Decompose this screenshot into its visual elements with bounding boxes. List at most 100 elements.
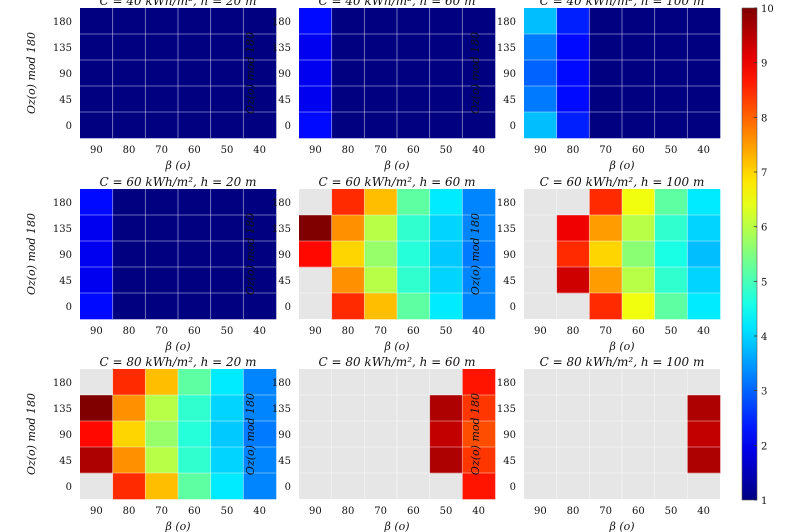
y-tick-label: 135 bbox=[53, 224, 72, 235]
panel-title: C = 60 kWh/m², h = 100 m bbox=[540, 175, 705, 189]
heatmap-cell bbox=[178, 34, 211, 61]
heatmap-cell bbox=[112, 293, 146, 320]
heatmap-cell bbox=[687, 447, 721, 474]
heatmap-cell bbox=[397, 241, 430, 268]
y-tick-label: 90 bbox=[59, 69, 72, 80]
heatmap-panel: C = 40 kWh/m², h = 20 m 90 80 70 60 50 40 180 13… bbox=[25, 0, 277, 172]
heatmap-cell bbox=[331, 86, 365, 113]
y-axis-label: Oz(o) mod 180 bbox=[244, 32, 257, 114]
heatmap-cell bbox=[429, 241, 463, 268]
x-tick-label: 80 bbox=[342, 145, 355, 156]
heatmap-cell bbox=[210, 473, 244, 500]
heatmap-cell bbox=[178, 215, 211, 242]
y-tick-label: 90 bbox=[503, 430, 516, 441]
x-tick-label: 70 bbox=[155, 326, 168, 337]
y-tick-label: 0 bbox=[510, 482, 516, 493]
x-tick-label: 70 bbox=[599, 506, 612, 517]
heatmap-cell bbox=[210, 60, 244, 87]
x-axis-label: β (o) bbox=[608, 340, 634, 353]
heatmap-cell bbox=[80, 395, 113, 422]
heatmap-cell bbox=[80, 189, 113, 216]
colorbar-tick-label: 6 bbox=[761, 223, 767, 234]
y-tick-label: 90 bbox=[278, 430, 291, 441]
heatmap-cell bbox=[429, 8, 463, 35]
heatmap-cell bbox=[397, 86, 430, 113]
heatmap-cell bbox=[145, 112, 179, 139]
y-tick-label: 0 bbox=[510, 121, 516, 132]
heatmap-cell bbox=[556, 8, 590, 35]
heatmap-cell bbox=[80, 421, 113, 448]
y-tick-label: 90 bbox=[503, 69, 516, 80]
colorbar-tick-label: 9 bbox=[761, 59, 767, 70]
x-axis-label: β (o) bbox=[608, 159, 634, 172]
y-tick-label: 135 bbox=[272, 43, 291, 54]
heatmap-panel: C = 80 kWh/m², h = 100 m 90 80 70 60 50 40 180 1… bbox=[469, 355, 721, 532]
colorbar-tick-label: 2 bbox=[761, 441, 767, 452]
heatmap-cell bbox=[80, 60, 113, 87]
heatmap-cell bbox=[112, 34, 146, 61]
heatmap-cell bbox=[112, 267, 146, 294]
heatmap-cell bbox=[654, 241, 688, 268]
y-tick-label: 45 bbox=[59, 456, 72, 467]
x-tick-label: 90 bbox=[90, 326, 103, 337]
heatmap-cell bbox=[145, 60, 179, 87]
x-tick-label: 60 bbox=[632, 326, 645, 337]
x-tick-label: 40 bbox=[472, 506, 485, 517]
heatmap-cell bbox=[178, 8, 211, 35]
y-tick-label: 90 bbox=[59, 250, 72, 261]
heatmap-panel: C = 40 kWh/m², h = 100 m 90 80 70 60 50 40 180 1… bbox=[469, 0, 721, 172]
heatmap-cell bbox=[687, 241, 721, 268]
x-tick-label: 60 bbox=[407, 145, 420, 156]
x-tick-label: 50 bbox=[665, 326, 678, 337]
heatmap-cell bbox=[589, 293, 623, 320]
heatmap-cell bbox=[299, 8, 332, 35]
heatmap-cell bbox=[210, 369, 244, 396]
y-tick-label: 45 bbox=[503, 95, 516, 106]
heatmap-cell bbox=[429, 60, 463, 87]
y-tick-label: 45 bbox=[278, 95, 291, 106]
heatmap-panels: C = 40 kWh/m², h = 20 m 90 80 70 60 50 40 180 13… bbox=[25, 0, 721, 532]
heatmap-cell bbox=[331, 34, 365, 61]
y-tick-label: 45 bbox=[503, 456, 516, 467]
heatmap-panel: C = 80 kWh/m², h = 20 m 90 80 70 60 50 40 180 13… bbox=[25, 355, 277, 532]
x-tick-label: 40 bbox=[697, 145, 710, 156]
heatmap-panel: C = 60 kWh/m², h = 60 m 90 80 70 60 50 40 180 13… bbox=[244, 175, 496, 353]
x-tick-label: 50 bbox=[440, 506, 453, 517]
heatmap-cell bbox=[622, 60, 655, 87]
heatmap-cell bbox=[462, 86, 496, 113]
heatmap-cell bbox=[210, 267, 244, 294]
heatmap-cell bbox=[331, 241, 365, 268]
heatmap-cell bbox=[178, 189, 211, 216]
colorbar-tick-label: 5 bbox=[761, 277, 767, 288]
colorbar-tick-label: 7 bbox=[761, 168, 767, 179]
y-tick-label: 135 bbox=[272, 224, 291, 235]
heatmap-cell bbox=[429, 447, 463, 474]
y-axis-label: Oz(o) mod 180 bbox=[244, 393, 257, 475]
heatmap-cell bbox=[462, 112, 496, 139]
heatmap-cell bbox=[112, 112, 146, 139]
heatmap-cell bbox=[556, 112, 590, 139]
panel-title: C = 40 kWh/m², h = 100 m bbox=[540, 0, 705, 8]
heatmap-cell bbox=[556, 215, 590, 242]
heatmap-cell bbox=[299, 241, 332, 268]
x-tick-label: 70 bbox=[374, 506, 387, 517]
heatmap-cell bbox=[112, 60, 146, 87]
heatmap-cell bbox=[397, 34, 430, 61]
x-tick-label: 70 bbox=[374, 145, 387, 156]
y-tick-label: 135 bbox=[497, 224, 516, 235]
heatmap-cell bbox=[112, 447, 146, 474]
y-tick-label: 135 bbox=[272, 404, 291, 415]
heatmap-cell bbox=[178, 267, 211, 294]
heatmap-cell bbox=[462, 447, 496, 474]
x-axis-label: β (o) bbox=[164, 159, 190, 172]
heatmap-cell bbox=[243, 421, 277, 448]
x-tick-label: 40 bbox=[253, 326, 266, 337]
heatmap-cell bbox=[364, 215, 398, 242]
heatmap-cell bbox=[210, 421, 244, 448]
heatmap-cell bbox=[145, 395, 179, 422]
y-tick-label: 0 bbox=[66, 121, 72, 132]
heatmap-cell bbox=[145, 34, 179, 61]
x-tick-label: 40 bbox=[472, 326, 485, 337]
y-tick-label: 45 bbox=[59, 276, 72, 287]
heatmap-cell bbox=[462, 241, 496, 268]
